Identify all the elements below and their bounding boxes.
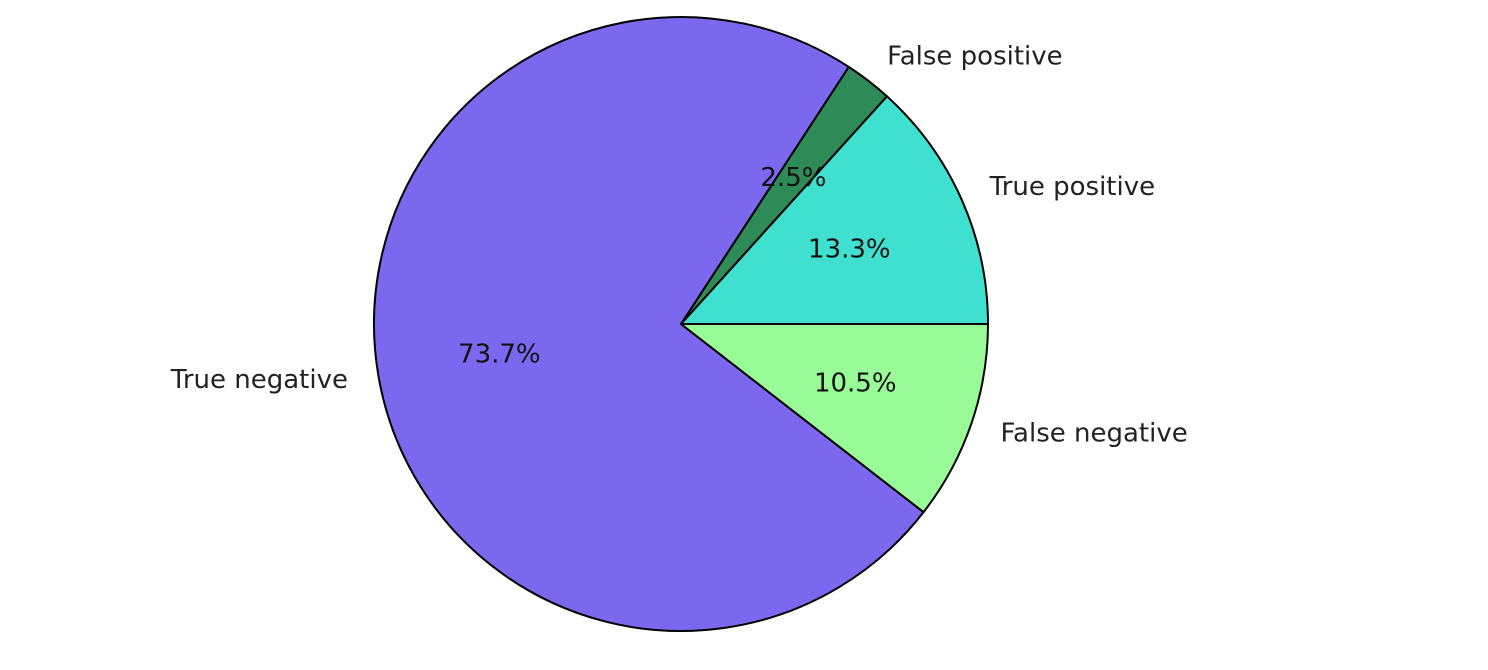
pie-slice-false-negative — [680, 323, 989, 514]
labels-layer: True positive 13.3% False positive 2.5% True… — [170, 42, 1188, 449]
slice-label-false-positive: False positive — [887, 42, 1063, 72]
slice-label-true-negative: True negative — [170, 365, 348, 395]
pie-slice-true-negative — [373, 16, 925, 632]
slice-label-true-positive: True positive — [989, 172, 1155, 202]
pct-label-false-negative: 10.5% — [814, 369, 897, 399]
pct-label-true-positive: 13.3% — [808, 234, 891, 264]
slices-layer — [373, 16, 989, 632]
slice-label-false-negative: False negative — [1000, 418, 1187, 448]
pct-label-false-positive: 2.5% — [760, 163, 826, 193]
pie-slice-true-positive — [680, 95, 989, 325]
pct-label-true-negative: 73.7% — [458, 340, 541, 370]
